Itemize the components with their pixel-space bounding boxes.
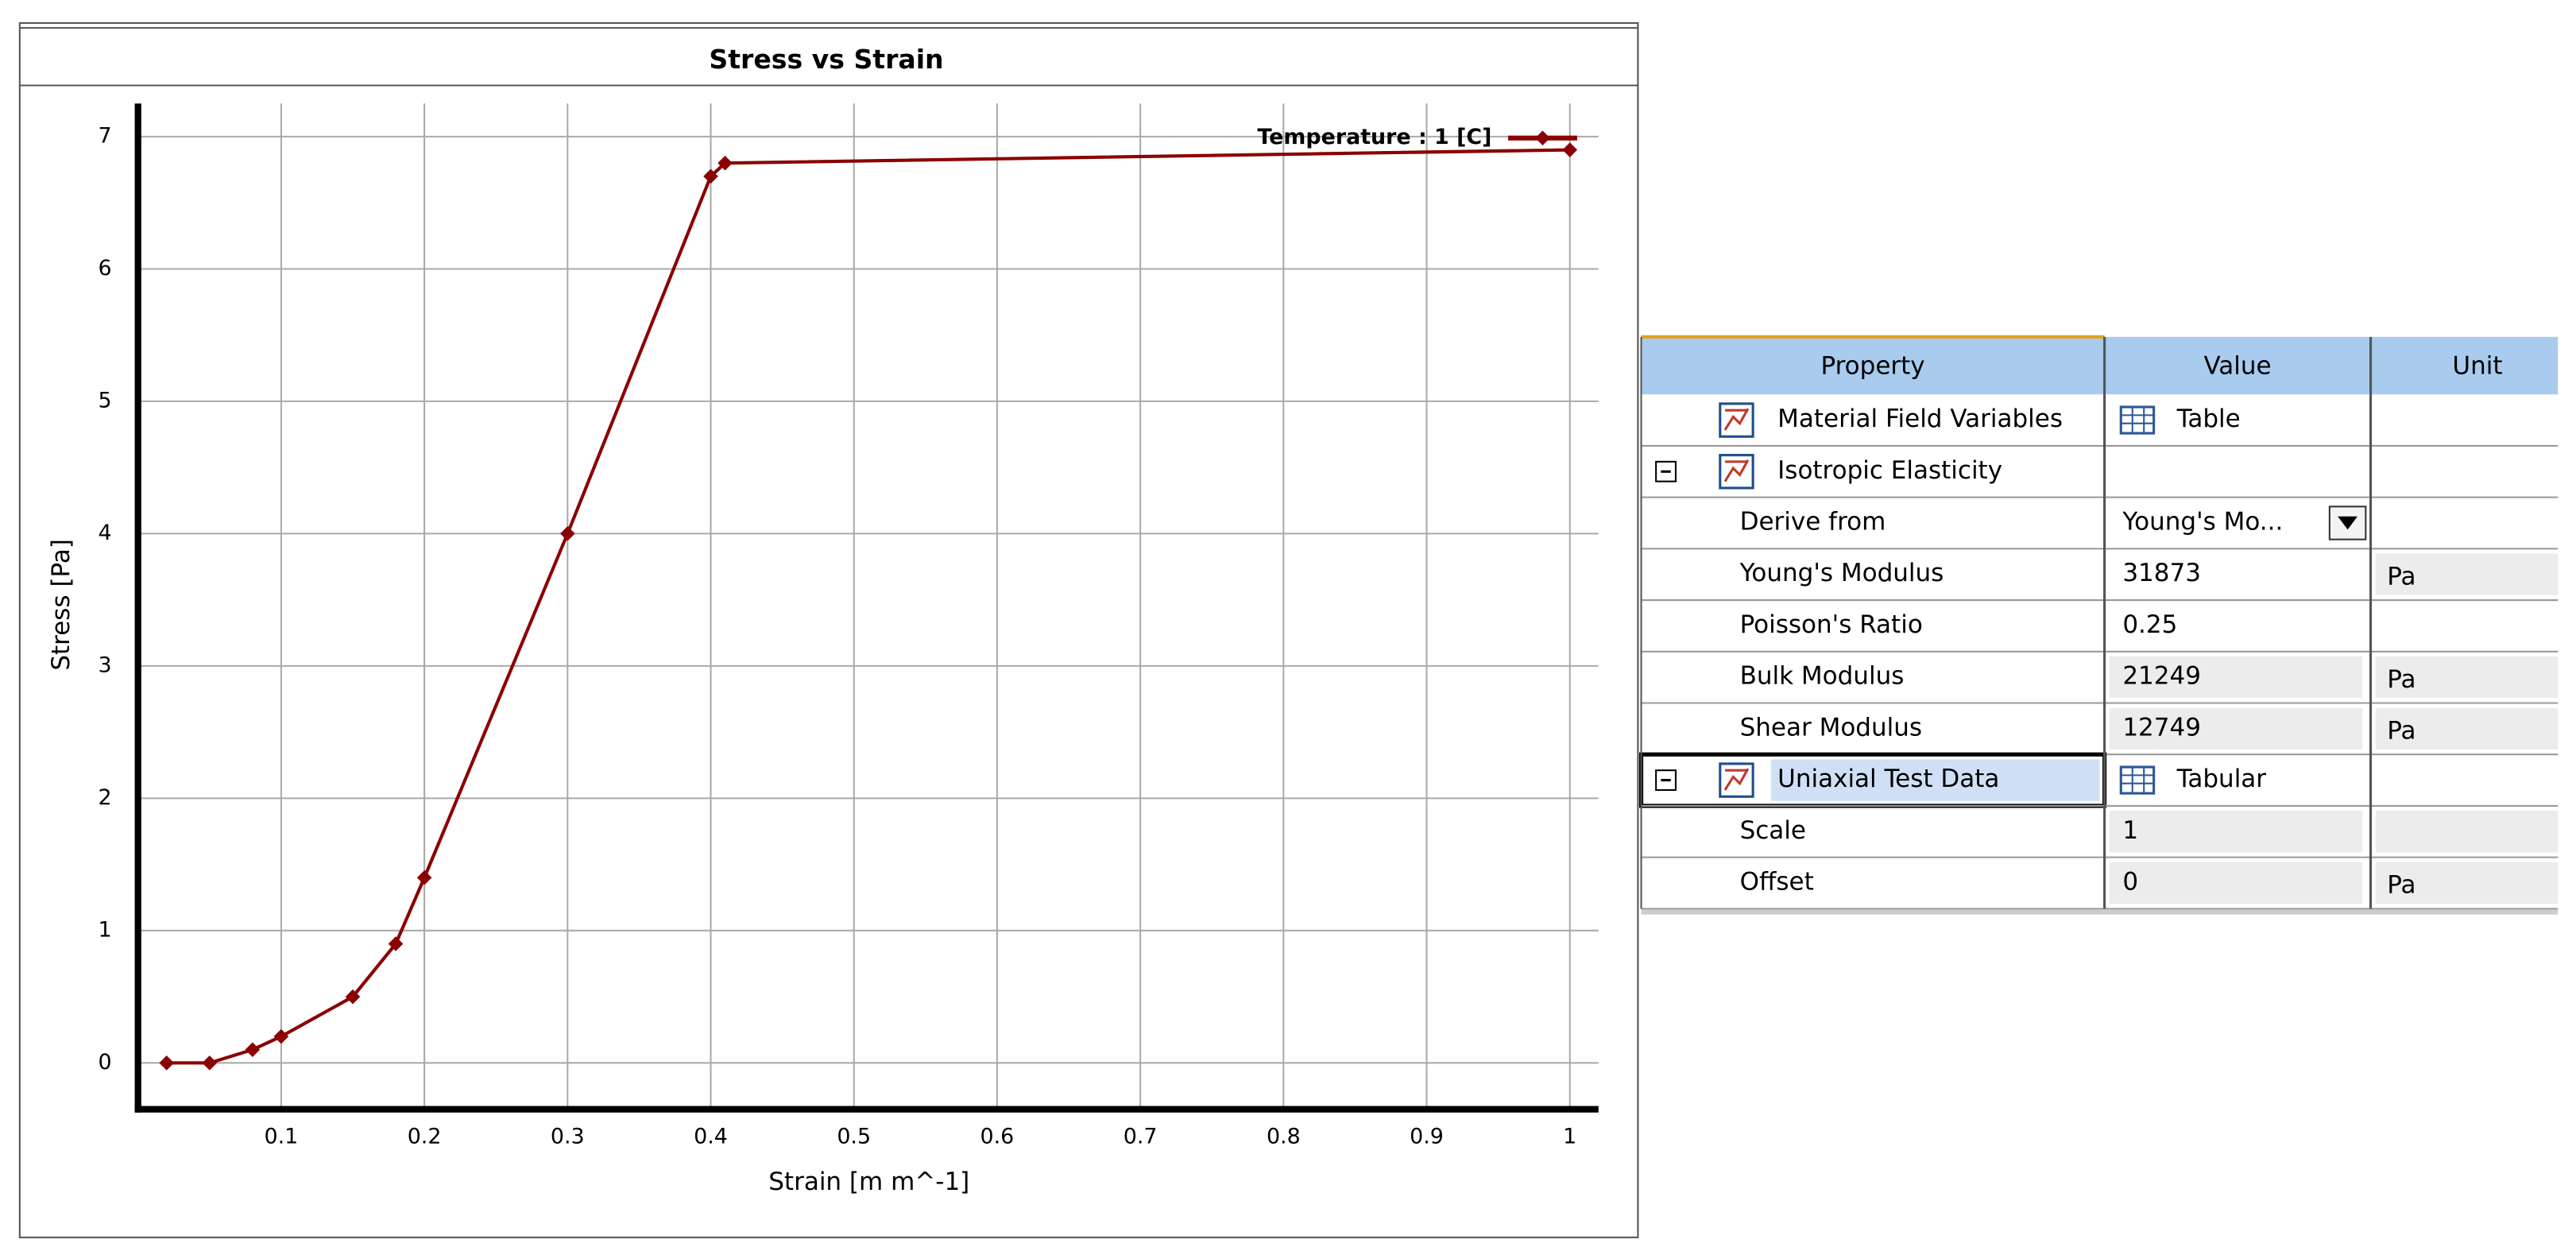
x-tick-label: 0.1 bbox=[265, 1124, 299, 1148]
dropdown-arrow bbox=[2338, 516, 2358, 530]
property-name: Poisson's Ratio bbox=[1740, 610, 1923, 639]
x-tick-label: 0.3 bbox=[551, 1124, 585, 1148]
data-point bbox=[1562, 142, 1578, 157]
property-name: Isotropic Elasticity bbox=[1777, 456, 2002, 485]
property-name: Derive from bbox=[1740, 508, 1886, 536]
data-point bbox=[416, 870, 432, 885]
property-unit: Pa bbox=[2387, 716, 2415, 745]
y-tick-label: 3 bbox=[99, 653, 112, 677]
y-axis-label: Stress [Pa] bbox=[47, 539, 75, 671]
property-value: 12749 bbox=[2122, 713, 2201, 742]
x-tick-label: 0.2 bbox=[408, 1124, 442, 1148]
property-icon-glyph bbox=[1723, 408, 1750, 431]
data-point bbox=[717, 155, 733, 171]
property-unit: Pa bbox=[2387, 871, 2415, 900]
y-tick-label: 0 bbox=[99, 1050, 112, 1075]
unit-cell bbox=[2375, 707, 2559, 750]
unit-cell bbox=[2375, 811, 2559, 853]
selection-highlight bbox=[1770, 759, 2100, 801]
table-icon bbox=[2119, 405, 2156, 435]
x-tick-label: 1 bbox=[1563, 1124, 1576, 1148]
x-tick-label: 0.5 bbox=[837, 1124, 871, 1148]
data-point bbox=[388, 936, 404, 951]
property-value: 31873 bbox=[2122, 559, 2201, 587]
legend-marker bbox=[1535, 130, 1550, 145]
property-value: Table bbox=[2176, 405, 2241, 433]
x-tick-label: 0.4 bbox=[694, 1124, 728, 1148]
property-name: Bulk Modulus bbox=[1740, 662, 1905, 691]
readonly-cell bbox=[2109, 862, 2363, 904]
table-icon-grid bbox=[2121, 407, 2154, 434]
readonly-cell bbox=[2109, 656, 2363, 699]
property-table: Property Value Unit Material Field Variable… bbox=[1638, 335, 2559, 915]
property-value: 0.25 bbox=[2122, 610, 2177, 639]
y-tick-label: 7 bbox=[99, 123, 112, 148]
y-tick-label: 6 bbox=[99, 256, 112, 281]
x-axis-label: Strain [m m^-1] bbox=[768, 1168, 969, 1196]
y-tick-label: 4 bbox=[99, 521, 112, 545]
column-header: Unit bbox=[2452, 352, 2502, 381]
chart-title: Stress vs Strain bbox=[709, 44, 943, 75]
header-background bbox=[1641, 336, 2559, 395]
property-name: Uniaxial Test Data bbox=[1777, 765, 1999, 793]
property-name: Shear Modulus bbox=[1740, 713, 1922, 742]
column-header: Property bbox=[1820, 352, 1924, 381]
property-icon-glyph bbox=[1723, 459, 1750, 482]
y-tick-label: 5 bbox=[99, 388, 112, 413]
legend-label: Temperature : 1 [C] bbox=[1257, 125, 1491, 149]
property-value: 0 bbox=[2122, 868, 2138, 897]
property-name: Young's Modulus bbox=[1739, 559, 1944, 587]
x-tick-label: 0.8 bbox=[1267, 1124, 1301, 1148]
property-unit: Pa bbox=[2387, 562, 2415, 591]
unit-cell bbox=[2375, 553, 2559, 595]
chart-panel bbox=[18, 21, 1639, 1238]
property-value: 1 bbox=[2122, 816, 2138, 845]
data-point bbox=[202, 1056, 218, 1071]
unit-cell bbox=[2375, 656, 2559, 699]
readonly-cell bbox=[2109, 707, 2363, 750]
y-tick-label: 2 bbox=[99, 785, 112, 810]
x-tick-label: 0.6 bbox=[981, 1124, 1015, 1148]
x-tick-label: 0.7 bbox=[1124, 1124, 1158, 1148]
property-icon-glyph bbox=[1723, 768, 1750, 791]
data-point bbox=[159, 1056, 175, 1071]
property-value: Tabular bbox=[2176, 765, 2267, 793]
property-unit: Pa bbox=[2387, 665, 2415, 694]
x-tick-label: 0.9 bbox=[1410, 1124, 1444, 1148]
property-name: Material Field Variables bbox=[1777, 405, 2063, 433]
readonly-cell bbox=[2109, 811, 2363, 853]
y-tick-label: 1 bbox=[99, 917, 112, 942]
property-name: Scale bbox=[1740, 816, 1806, 845]
property-value[interactable]: Young's Mo... bbox=[2122, 508, 2283, 536]
column-header: Value bbox=[2204, 352, 2272, 381]
table-icon bbox=[2119, 765, 2156, 795]
table-icon-grid bbox=[2121, 767, 2154, 794]
unit-cell bbox=[2375, 862, 2559, 904]
property-value: 21249 bbox=[2122, 662, 2201, 691]
data-point bbox=[273, 1028, 289, 1044]
plot: 0 1 2 3 4 5 6 7 0.1 0.2 0.3 0.4 0.5 0.6 0.7 0.8 0.9 1 Temp… bbox=[99, 103, 1599, 1148]
property-name: Offset bbox=[1740, 868, 1814, 897]
